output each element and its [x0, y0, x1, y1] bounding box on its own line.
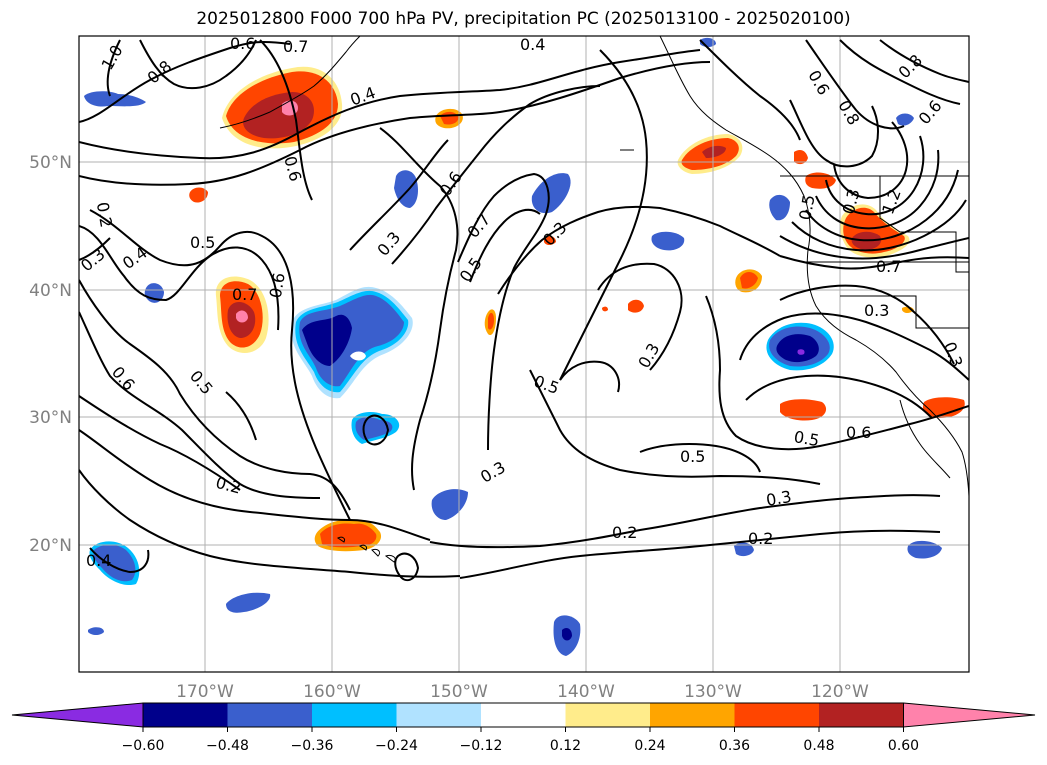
- colorbar-segment: [396, 703, 482, 727]
- lon-label-170w: 170°W: [176, 682, 234, 702]
- grid-lines: [79, 36, 969, 672]
- colorbar-extend-low: [11, 702, 144, 728]
- map-title: 2025012800 F000 700 hPa PV, precipitatio…: [196, 9, 851, 29]
- contour-label: 0.4: [86, 551, 111, 570]
- contour-label: 0.2: [93, 201, 116, 229]
- lat-label-30n: 30°N: [29, 408, 72, 428]
- contour-label: 0.7: [283, 37, 308, 56]
- contour-label: 0.6: [846, 423, 871, 442]
- contour-label: 0.3: [864, 301, 889, 320]
- colorbar-segment: [650, 703, 735, 727]
- colorbar-tick-label: −0.12: [460, 738, 503, 754]
- colorbar-extend-high: [903, 702, 1036, 728]
- colorbar-tick-label: 0.36: [719, 738, 750, 754]
- colorbar-tick-label: −0.24: [375, 738, 418, 754]
- colorbar-segment: [819, 703, 904, 727]
- contour-label: 0.6: [230, 34, 255, 53]
- map-frame: [78, 35, 970, 673]
- lon-label-150w: 150°W: [430, 682, 488, 702]
- colorbar-tick-label: 0.24: [634, 738, 665, 754]
- lat-label-50n: 50°N: [29, 153, 72, 173]
- lat-label-20n: 20°N: [29, 536, 72, 556]
- colorbar-segment: [734, 703, 820, 727]
- contour-label: 0.6: [266, 271, 289, 299]
- colorbar-segment: [143, 703, 228, 727]
- contour-label: 0.5: [795, 193, 818, 221]
- contour-label: 0.7: [876, 257, 901, 276]
- coastlines: [219, 36, 969, 563]
- colorbar-tick-label: −0.48: [206, 738, 249, 754]
- map-content: [79, 36, 969, 672]
- colorbar-tick-label: −0.36: [291, 738, 334, 754]
- lon-label-130w: 130°W: [684, 682, 742, 702]
- colorbar-segments: [11, 702, 1036, 728]
- colorbar-segment: [565, 703, 651, 727]
- colorbar-segment: [227, 703, 313, 727]
- lon-label-140w: 140°W: [557, 682, 615, 702]
- contour-label: 0.4: [520, 35, 545, 54]
- contour-label: 0.5: [680, 447, 705, 466]
- contour-label: 0.5: [190, 233, 215, 252]
- precip-shading: [84, 37, 965, 656]
- colorbar-tick-label: 0.60: [888, 738, 919, 754]
- contour-label: 0.7: [232, 285, 257, 304]
- pv-contours: [79, 39, 969, 582]
- contour-label: 0.2: [748, 529, 773, 548]
- colorbar: −0.60 −0.48 −0.36 −0.24 −0.12 0.12 0.24 0.36 0.4…: [11, 702, 1036, 754]
- colorbar-tick-label: 0.12: [550, 738, 581, 754]
- lon-label-120w: 120°W: [811, 682, 869, 702]
- colorbar-segment: [312, 703, 397, 727]
- colorbar-ticks: −0.60 −0.48 −0.36 −0.24 −0.12 0.12 0.24 0.36 0.4…: [122, 727, 919, 754]
- colorbar-tick-label: −0.60: [122, 738, 165, 754]
- contour-label: 0.5: [792, 427, 820, 450]
- colorbar-outline: [142, 702, 904, 728]
- contour-label: 0.3: [765, 487, 793, 510]
- colorbar-tick-label: 0.48: [803, 738, 834, 754]
- contour-label: 0.2: [612, 523, 637, 542]
- colorbar-segment: [481, 703, 566, 727]
- lon-label-160w: 160°W: [303, 682, 361, 702]
- map-background: [79, 36, 969, 672]
- lat-label-40n: 40°N: [29, 281, 72, 301]
